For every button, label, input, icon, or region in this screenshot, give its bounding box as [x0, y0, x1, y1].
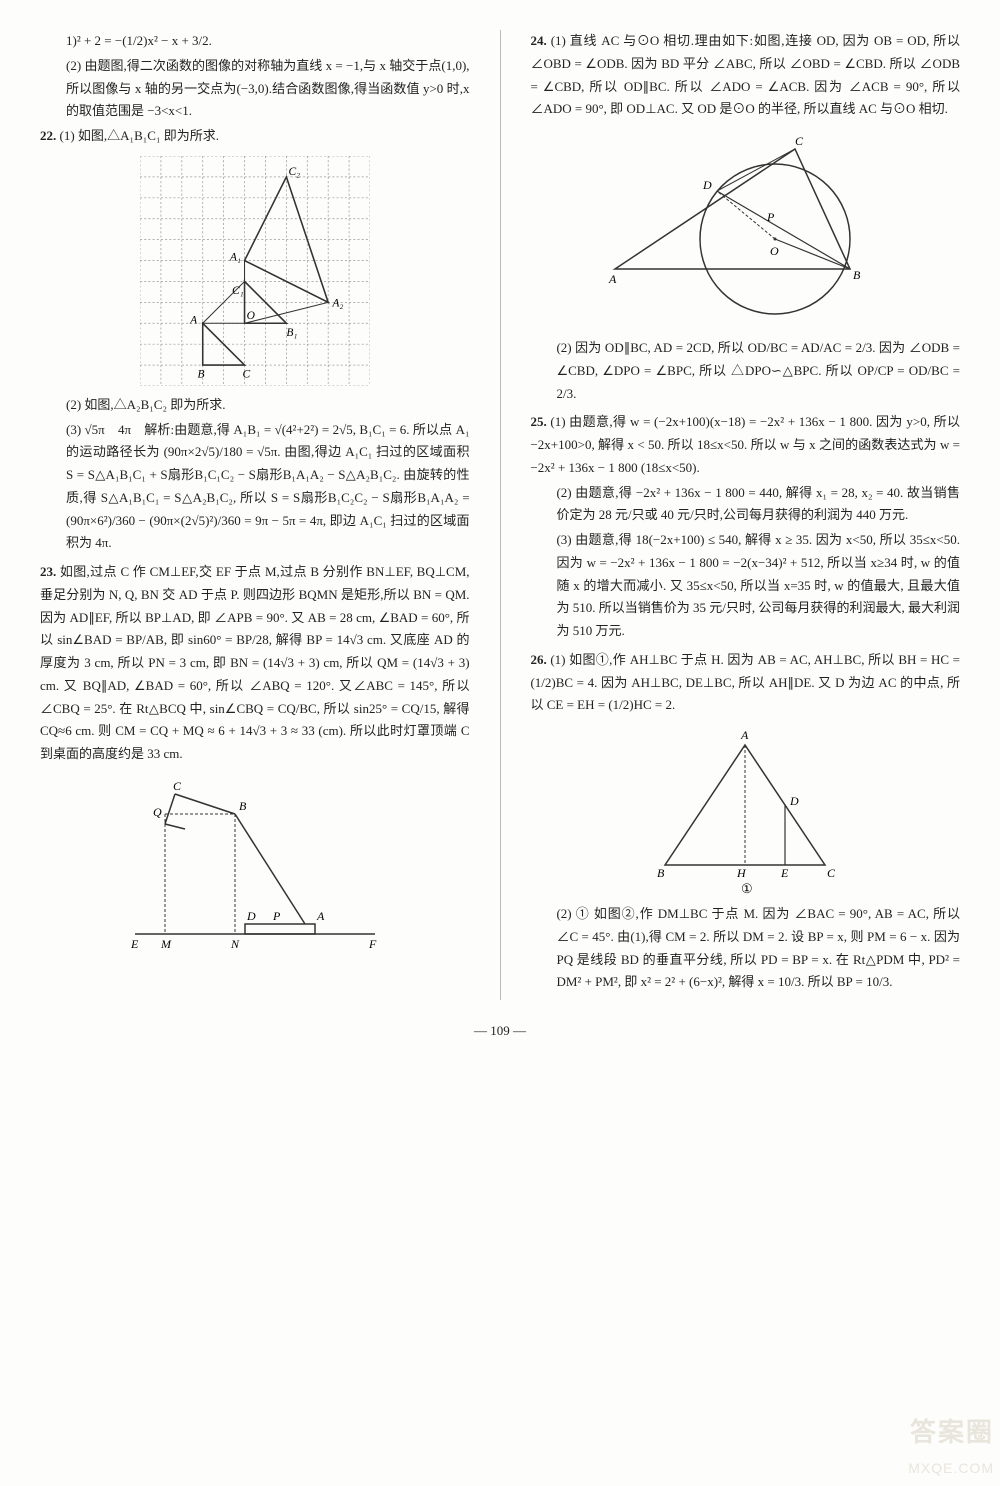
p22-part1: (1) 如图,△A₁B₁C₁ 即为所求.	[60, 128, 220, 143]
p25-part2: (2) 由题意,得 −2x² + 136x − 1 800 = 440, 解得 …	[530, 482, 960, 528]
svg-text:A₂: A₂	[331, 297, 343, 309]
svg-text:C₁: C₁	[232, 285, 244, 297]
svg-text:C: C	[795, 134, 804, 148]
watermark-url: MXQE.COM	[908, 1456, 994, 1481]
svg-text:C: C	[242, 368, 250, 380]
svg-text:P: P	[766, 210, 775, 224]
svg-text:A: A	[189, 314, 198, 326]
svg-text:A₁: A₁	[229, 251, 241, 263]
p21-part1: 1)² + 2 = −(1/2)x² − x + 3/2.	[40, 30, 470, 53]
svg-text:H: H	[736, 866, 747, 880]
svg-text:N: N	[230, 937, 240, 951]
svg-text:B: B	[239, 799, 247, 813]
problem-number-24: 24.	[530, 33, 546, 48]
svg-text:F: F	[368, 937, 377, 951]
p21-part2: (2) 由题图,得二次函数的图像的对称轴为直线 x = −1,与 x 轴交于点(…	[40, 55, 470, 123]
p23-text: 如图,过点 C 作 CM⊥EF,交 EF 于点 M,过点 B 分别作 BN⊥EF…	[40, 564, 470, 761]
svg-text:C: C	[173, 779, 182, 793]
svg-text:E: E	[130, 937, 139, 951]
problem-24: 24. (1) 直线 AC 与⊙O 相切.理由如下:如图,连接 OD, 因为 O…	[530, 30, 960, 405]
left-column: 1)² + 2 = −(1/2)x² − x + 3/2. (2) 由题图,得二…	[40, 30, 470, 1000]
p22-part2: (2) 如图,△A₂B₁C₂ 即为所求.	[40, 394, 470, 417]
problem-number-25: 25.	[530, 414, 546, 429]
svg-text:D: D	[702, 178, 712, 192]
triangle-figure: A B C D H E ①	[635, 725, 855, 895]
svg-text:O: O	[770, 244, 779, 258]
problem-number-26: 26.	[530, 652, 546, 667]
svg-text:①: ①	[741, 881, 753, 895]
p22-part3: (3) √5π 4π 解析:由题意,得 A₁B₁ = √(4²+2²) = 2√…	[40, 419, 470, 556]
svg-text:A: A	[608, 272, 617, 286]
svg-text:B: B	[197, 368, 204, 380]
p25-part1: (1) 由题意,得 w = (−2x+100)(x−18) = −2x² + 1…	[530, 414, 960, 475]
p25-part3: (3) 由题意,得 18(−2x+100) ≤ 540, 解得 x ≥ 35. …	[530, 529, 960, 643]
svg-text:B: B	[853, 268, 861, 282]
svg-text:C₂: C₂	[288, 166, 300, 178]
svg-text:B: B	[657, 866, 665, 880]
page-footer: — 109 —	[40, 1020, 960, 1043]
svg-text:O: O	[246, 310, 255, 322]
problem-25: 25. (1) 由题意,得 w = (−2x+100)(x−18) = −2x²…	[530, 411, 960, 643]
right-column: 24. (1) 直线 AC 与⊙O 相切.理由如下:如图,连接 OD, 因为 O…	[530, 30, 960, 1000]
svg-text:D: D	[789, 794, 799, 808]
p24-part1: (1) 直线 AC 与⊙O 相切.理由如下:如图,连接 OD, 因为 OB = …	[530, 33, 960, 116]
circle-figure: A B C D O P	[595, 129, 895, 329]
svg-text:M: M	[160, 937, 172, 951]
column-divider	[500, 30, 501, 1000]
svg-text:D: D	[246, 909, 256, 923]
lamp-figure: C Q B D P A E M N F	[125, 774, 385, 954]
svg-text:A: A	[316, 909, 325, 923]
svg-text:A: A	[740, 728, 749, 742]
p24-part2: (2) 因为 OD∥BC, AD = 2CD, 所以 OD/BC = AD/AC…	[530, 337, 960, 405]
watermark: 答案圈 MXQE.COM	[908, 1410, 994, 1480]
problem-26: 26. (1) 如图①,作 AH⊥BC 于点 H. 因为 AB = AC, AH…	[530, 649, 960, 994]
page-container: 1)² + 2 = −(1/2)x² − x + 3/2. (2) 由题图,得二…	[40, 30, 960, 1000]
svg-text:B₁: B₁	[286, 327, 297, 339]
problem-22: 22. (1) 如图,△A₁B₁C₁ 即为所求.	[40, 125, 470, 555]
svg-text:C: C	[827, 866, 836, 880]
p26-part1: (1) 如图①,作 AH⊥BC 于点 H. 因为 AB = AC, AH⊥BC,…	[530, 652, 960, 713]
problem-number-23: 23.	[40, 564, 56, 579]
watermark-cn: 答案圈	[908, 1410, 994, 1456]
page-number: 109	[490, 1023, 510, 1038]
problem-23: 23. 如图,过点 C 作 CM⊥EF,交 EF 于点 M,过点 B 分别作 B…	[40, 561, 470, 954]
svg-text:Q: Q	[153, 805, 162, 819]
grid-figure: B C A O C₁ B₁ A₁ A₂ C₂	[140, 156, 370, 386]
svg-text:E: E	[780, 866, 789, 880]
problem-number-22: 22.	[40, 128, 56, 143]
p26-part2: (2) ① 如图②,作 DM⊥BC 于点 M. 因为 ∠BAC = 90°, A…	[530, 903, 960, 994]
svg-text:P: P	[272, 909, 281, 923]
